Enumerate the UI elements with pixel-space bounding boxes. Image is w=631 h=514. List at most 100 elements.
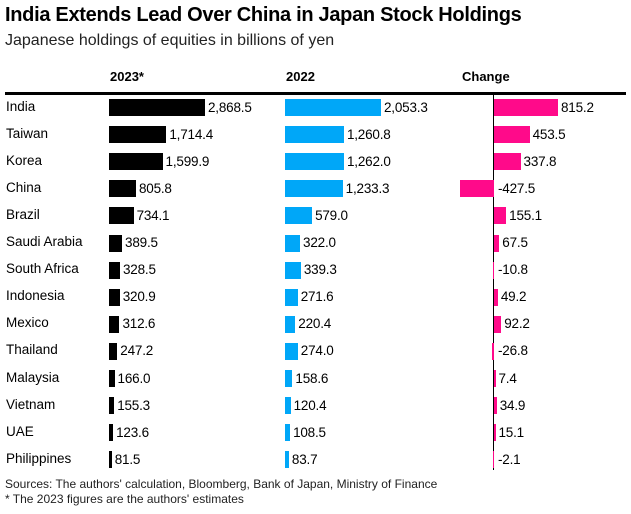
value-label-2023: 81.5	[114, 451, 141, 467]
value-label-2022: 220.4	[298, 316, 332, 332]
bar-2023	[109, 370, 115, 387]
bar-2022	[285, 153, 344, 171]
value-label-2022: 83.7	[291, 451, 318, 467]
value-label-change: -26.8	[498, 343, 528, 359]
value-label-change: 15.1	[498, 424, 525, 440]
category-label: South Africa	[6, 261, 79, 277]
value-label-change: -427.5	[498, 180, 536, 196]
bar-2022	[285, 261, 301, 279]
value-label-2023: 1,714.4	[169, 126, 214, 142]
bar-change	[492, 261, 494, 279]
bar-2023	[109, 153, 163, 171]
value-label-2023: 123.6	[116, 424, 149, 440]
category-label: Thailand	[6, 342, 58, 358]
bar-2023	[109, 261, 120, 279]
category-label: Philippines	[6, 450, 72, 466]
bar-2023	[109, 126, 167, 144]
column-header-2022: 2022	[286, 69, 315, 84]
value-label-2023: 2,868.5	[208, 99, 252, 115]
chart-title: India Extends Lead Over China in Japan S…	[5, 4, 522, 26]
value-label-2022: 158.6	[295, 370, 329, 386]
bar-change	[494, 207, 507, 225]
value-label-2022: 2,053.3	[384, 99, 428, 115]
value-label-change: 155.1	[509, 207, 542, 223]
bar-change	[494, 288, 498, 306]
change-zero-axis	[493, 95, 494, 470]
bar-2023	[109, 315, 120, 333]
bar-2022	[285, 180, 343, 198]
bar-change	[492, 451, 494, 469]
value-label-2022: 271.6	[300, 289, 334, 305]
bar-2022	[285, 234, 301, 252]
value-label-change: -10.8	[498, 262, 528, 278]
bar-2022	[285, 315, 296, 333]
bar-2022	[285, 207, 313, 225]
category-label: Brazil	[6, 206, 40, 222]
bar-2022	[285, 397, 291, 415]
value-label-change: -2.1	[498, 451, 521, 467]
bar-change	[494, 397, 497, 415]
value-label-2023: 389.5	[125, 235, 158, 250]
value-label-2022: 1,262.0	[347, 153, 391, 169]
bar-2023	[109, 451, 112, 469]
bar-2022	[285, 342, 298, 360]
value-label-change: 34.9	[499, 397, 526, 413]
sources-note: Sources: The authors' calculation, Bloom…	[5, 477, 438, 491]
bar-2023	[109, 342, 118, 360]
category-label: Taiwan	[6, 125, 49, 141]
value-label-2022: 108.5	[293, 424, 326, 440]
value-label-2023: 312.6	[122, 316, 156, 332]
category-label: Vietnam	[6, 396, 56, 412]
bar-change	[494, 370, 496, 387]
bar-2023	[109, 99, 205, 116]
value-label-change: 67.5	[502, 235, 528, 250]
value-label-change: 453.5	[532, 126, 566, 142]
bar-2022	[285, 99, 381, 116]
value-label-2023: 155.3	[117, 397, 150, 413]
value-label-change: 49.2	[500, 289, 527, 305]
header-rule	[5, 92, 626, 95]
category-label: Indonesia	[6, 288, 65, 304]
value-label-2022: 579.0	[315, 207, 348, 223]
value-label-2023: 328.5	[122, 262, 156, 278]
value-label-2022: 339.3	[303, 262, 337, 278]
bar-change	[494, 234, 500, 252]
estimate-footnote: * The 2023 figures are the authors' esti…	[5, 492, 244, 506]
category-label: Korea	[6, 152, 43, 168]
chart-subtitle: Japanese holdings of equities in billion…	[5, 32, 335, 49]
category-label: Saudi Arabia	[6, 234, 83, 249]
bar-2022	[285, 370, 293, 387]
category-label: Mexico	[6, 315, 49, 331]
value-label-change: 815.2	[561, 99, 594, 115]
bar-2023	[109, 180, 136, 198]
column-header-2023: 2023*	[110, 69, 144, 84]
bar-change	[494, 99, 558, 116]
value-label-2022: 1,260.8	[346, 126, 391, 142]
category-label: Malaysia	[6, 369, 60, 385]
category-label: China	[6, 179, 42, 195]
value-label-2023: 734.1	[136, 207, 170, 223]
bar-change	[494, 153, 521, 171]
bar-2022	[285, 288, 298, 306]
bar-2023	[109, 288, 120, 306]
value-label-change: 7.4	[498, 370, 517, 386]
bar-change	[491, 342, 494, 360]
value-label-2023: 320.9	[122, 289, 156, 305]
bar-change	[494, 315, 502, 333]
value-label-2023: 1,599.9	[165, 153, 210, 169]
bar-change	[460, 180, 494, 198]
bar-2023	[109, 234, 123, 252]
bar-2022	[285, 126, 344, 144]
value-label-change: 337.8	[523, 153, 557, 169]
value-label-change: 92.2	[504, 316, 530, 332]
bar-2023	[109, 397, 115, 415]
value-label-2022: 322.0	[303, 235, 336, 250]
bar-2023	[109, 207, 134, 225]
value-label-2023: 805.8	[138, 180, 172, 196]
bar-change	[494, 126, 530, 144]
category-label: UAE	[6, 423, 34, 439]
value-label-2023: 247.2	[120, 343, 154, 359]
value-label-2022: 274.0	[300, 343, 334, 359]
column-header-change: Change	[462, 69, 510, 84]
bar-2022	[285, 424, 291, 442]
